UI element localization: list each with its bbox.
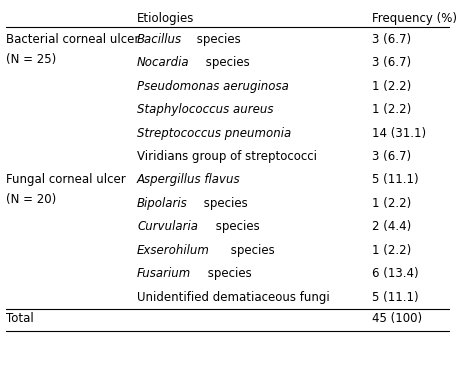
Text: Bacterial corneal ulcer: Bacterial corneal ulcer bbox=[6, 33, 139, 46]
Text: Fungal corneal ulcer: Fungal corneal ulcer bbox=[6, 173, 126, 186]
Text: Bipolaris: Bipolaris bbox=[137, 197, 188, 210]
Text: 6 (13.4): 6 (13.4) bbox=[372, 267, 419, 280]
Text: (N = 20): (N = 20) bbox=[6, 193, 56, 207]
Text: Unidentified dematiaceous fungi: Unidentified dematiaceous fungi bbox=[137, 291, 330, 304]
Text: 3 (6.7): 3 (6.7) bbox=[372, 56, 411, 69]
Text: 2 (4.4): 2 (4.4) bbox=[372, 220, 411, 233]
Text: 1 (2.2): 1 (2.2) bbox=[372, 80, 411, 93]
Text: 1 (2.2): 1 (2.2) bbox=[372, 197, 411, 210]
Text: species: species bbox=[227, 244, 274, 257]
Text: 5 (11.1): 5 (11.1) bbox=[372, 173, 419, 186]
Text: Fusarium: Fusarium bbox=[137, 267, 191, 280]
Text: species: species bbox=[200, 197, 247, 210]
Text: Total: Total bbox=[6, 312, 34, 325]
Text: species: species bbox=[212, 220, 260, 233]
Text: 3 (6.7): 3 (6.7) bbox=[372, 33, 411, 46]
Text: Viridians group of streptococci: Viridians group of streptococci bbox=[137, 150, 317, 163]
Text: (N = 25): (N = 25) bbox=[6, 53, 56, 66]
Text: Aspergillus flavus: Aspergillus flavus bbox=[137, 173, 241, 186]
Text: 14 (31.1): 14 (31.1) bbox=[372, 126, 427, 139]
Text: species: species bbox=[192, 33, 240, 46]
Text: species: species bbox=[202, 56, 250, 69]
Text: Nocardia: Nocardia bbox=[137, 56, 190, 69]
Text: Staphylococcus aureus: Staphylococcus aureus bbox=[137, 103, 273, 116]
Text: species: species bbox=[204, 267, 252, 280]
Text: Curvularia: Curvularia bbox=[137, 220, 198, 233]
Text: Bacillus: Bacillus bbox=[137, 33, 182, 46]
Text: Streptococcus pneumonia: Streptococcus pneumonia bbox=[137, 126, 292, 139]
Text: Frequency (%): Frequency (%) bbox=[372, 12, 457, 25]
Text: Etiologies: Etiologies bbox=[137, 12, 194, 25]
Text: 1 (2.2): 1 (2.2) bbox=[372, 103, 411, 116]
Text: Exserohilum: Exserohilum bbox=[137, 244, 210, 257]
Text: 3 (6.7): 3 (6.7) bbox=[372, 150, 411, 163]
Text: 1 (2.2): 1 (2.2) bbox=[372, 244, 411, 257]
Text: 45 (100): 45 (100) bbox=[372, 312, 422, 325]
Text: Pseudomonas aeruginosa: Pseudomonas aeruginosa bbox=[137, 80, 289, 93]
Text: 5 (11.1): 5 (11.1) bbox=[372, 291, 419, 304]
